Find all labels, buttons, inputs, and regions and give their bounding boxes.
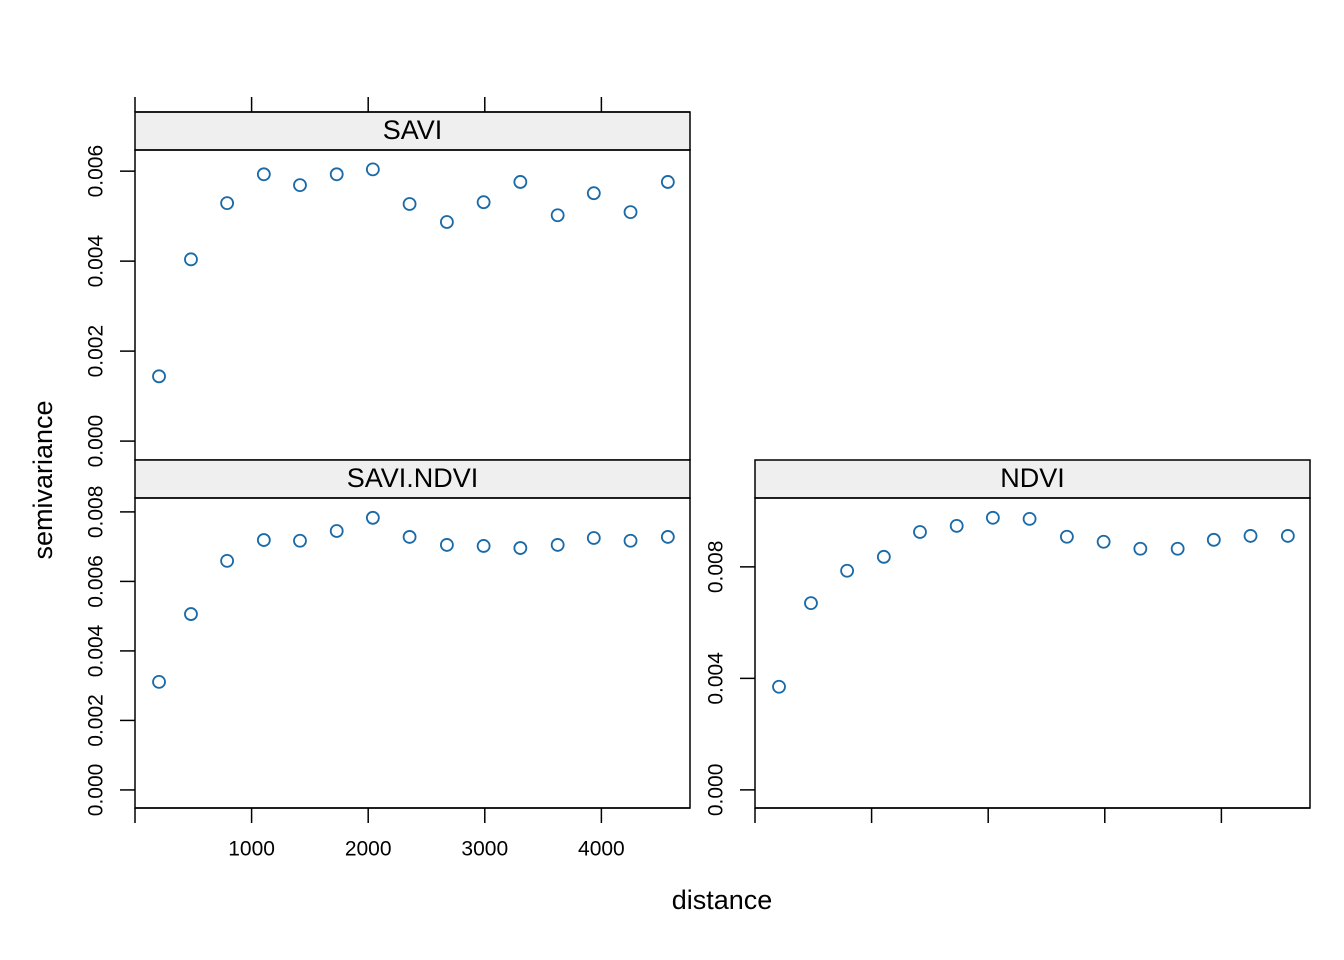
point	[913, 525, 927, 539]
point	[256, 533, 271, 547]
x-tick-label: 2000	[345, 838, 392, 861]
point	[513, 175, 528, 189]
panel	[134, 497, 691, 809]
point	[439, 215, 454, 229]
point	[220, 554, 235, 568]
y-tick-label: 0.008	[85, 486, 108, 539]
point	[256, 167, 271, 182]
point	[329, 524, 344, 538]
point	[1170, 541, 1185, 556]
point	[586, 531, 601, 545]
y-tick-label: 0.006	[85, 145, 108, 198]
y-tick-label: 0.008	[705, 541, 728, 594]
x-tick-label: 4000	[578, 838, 625, 861]
panel	[134, 149, 691, 461]
point	[365, 510, 380, 525]
y-tick-label: 0.000	[85, 764, 108, 817]
strip	[754, 459, 1311, 499]
strip	[134, 459, 691, 499]
panel-title: SAVI	[383, 115, 443, 145]
point	[293, 533, 307, 548]
point	[439, 538, 454, 552]
y-tick-label: 0.002	[85, 325, 108, 378]
y-tick-label: 0.004	[85, 624, 108, 677]
point	[660, 530, 675, 544]
point	[1280, 529, 1295, 543]
y-tick-label: 0.000	[85, 415, 108, 468]
point	[1133, 541, 1148, 556]
x-tick-label: 3000	[461, 838, 508, 861]
point	[184, 607, 198, 621]
point	[772, 679, 786, 694]
point	[550, 208, 565, 223]
point	[1022, 512, 1037, 526]
panel-title: SAVI.NDVI	[347, 463, 479, 493]
point	[293, 178, 307, 192]
point	[476, 195, 491, 210]
y-tick-label: 0.006	[85, 555, 108, 608]
point	[402, 530, 417, 544]
point	[152, 369, 166, 384]
point	[949, 518, 964, 533]
x-axis-label: distance	[672, 885, 773, 915]
point	[985, 510, 1000, 525]
point	[220, 196, 235, 210]
point	[365, 162, 380, 177]
point	[804, 596, 818, 610]
point	[876, 549, 891, 564]
y-tick-label: 0.004	[705, 652, 728, 705]
point	[1096, 534, 1111, 549]
point	[1059, 529, 1074, 544]
point	[840, 563, 855, 578]
point	[184, 252, 198, 267]
point	[476, 539, 491, 553]
point	[1243, 529, 1258, 543]
y-tick-label: 0.002	[85, 694, 108, 747]
panel-title: NDVI	[1000, 463, 1065, 493]
point	[660, 175, 675, 189]
point	[1206, 532, 1221, 547]
y-tick-label: 0.000	[705, 764, 728, 817]
point	[152, 674, 166, 689]
panel	[754, 497, 1311, 809]
point	[402, 197, 417, 211]
point	[329, 167, 344, 182]
point	[513, 541, 528, 555]
point	[623, 533, 638, 548]
y-tick-label: 0.004	[85, 235, 108, 288]
strip	[134, 111, 691, 151]
point	[550, 538, 565, 552]
x-tick-label: 1000	[228, 838, 275, 861]
point	[623, 205, 638, 219]
y-axis-label: semivariance	[28, 400, 58, 559]
point	[586, 186, 601, 201]
